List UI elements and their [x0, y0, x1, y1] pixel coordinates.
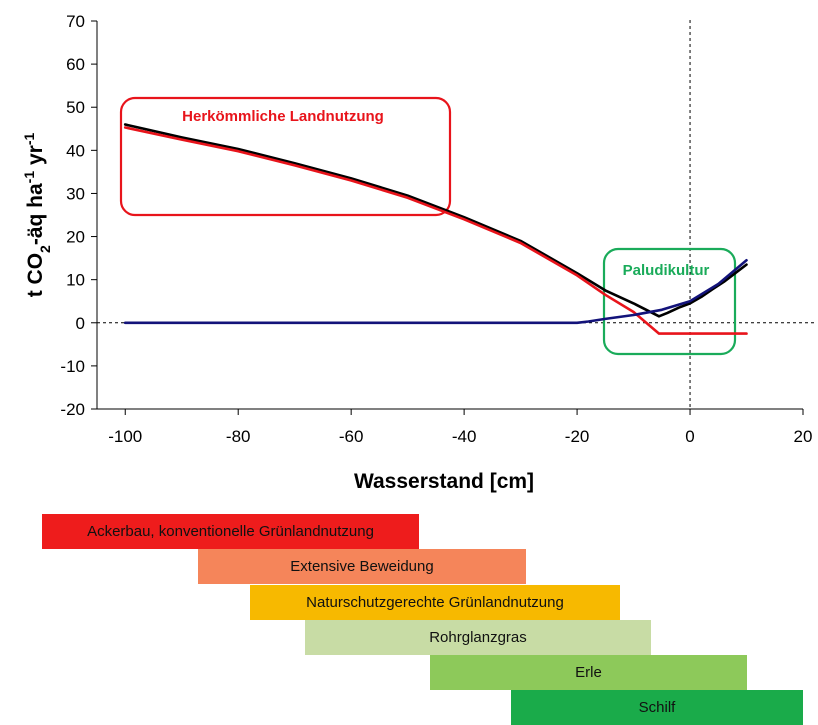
y-tick-label: 70	[66, 12, 85, 31]
axes	[91, 20, 804, 415]
annotation-boxes: Herkömmliche Landnutzung Paludikultur	[119, 96, 737, 356]
series-lines	[123, 123, 748, 335]
x-tick-label: -80	[226, 427, 251, 446]
land-use-bar-label: Rohrglanzgras	[429, 629, 527, 646]
land-use-bar: Erle	[430, 655, 747, 690]
x-tick-label: 0	[685, 427, 694, 446]
land-use-bar-label: Erle	[575, 664, 602, 681]
y-axis-title-sup: -1	[21, 133, 37, 146]
x-tick-label: -100	[108, 427, 142, 446]
annotation-box	[119, 96, 452, 217]
y-tick-label: 0	[76, 314, 85, 333]
annotation-box	[602, 247, 737, 356]
series-line-2	[123, 258, 748, 325]
x-axis-title: Wasserstand [cm]	[354, 470, 534, 493]
y-tick-label: 60	[66, 55, 85, 74]
series-line-0	[123, 123, 748, 318]
annotation-label: Herkömmliche Landnutzung	[182, 108, 384, 125]
land-use-bar-label: Naturschutzgerechte Grünlandnutzung	[306, 594, 564, 611]
reference-lines	[97, 20, 815, 409]
x-tick-label: 20	[794, 427, 813, 446]
y-tick-label: 50	[66, 98, 85, 117]
land-use-bar: Naturschutzgerechte Grünlandnutzung	[250, 585, 620, 620]
land-use-bar: Schilf	[511, 690, 803, 725]
land-use-bar-label: Extensive Beweidung	[290, 558, 434, 575]
y-axis-title-sub: 2	[37, 245, 53, 253]
y-axis-title-part: -äq ha	[24, 183, 47, 245]
land-use-bar-label: Schilf	[638, 699, 676, 716]
y-axis-title-part: yr	[24, 145, 47, 171]
series-line-1	[123, 126, 748, 335]
land-use-bar: Extensive Beweidung	[198, 549, 526, 584]
x-tick-label: -20	[565, 427, 590, 446]
x-tick-label: -60	[339, 427, 364, 446]
land-use-bar-label: Ackerbau, konventionelle Grünlandnutzung	[87, 523, 374, 540]
y-axis-title-sup: -1	[21, 171, 37, 184]
y-tick-label: 30	[66, 184, 85, 203]
y-tick-label: 10	[66, 271, 85, 290]
y-axis-title: t CO2-äq ha-1 yr-1	[21, 133, 53, 298]
land-use-bar: Ackerbau, konventionelle Grünlandnutzung	[42, 514, 419, 549]
y-tick-label: 20	[66, 228, 85, 247]
y-tick-label: -10	[60, 357, 85, 376]
y-tick-label: -20	[60, 400, 85, 419]
x-tick-label: -40	[452, 427, 477, 446]
land-use-bar: Rohrglanzgras	[305, 620, 651, 655]
y-tick-label: 40	[66, 141, 85, 160]
y-axis-title-part: t CO	[24, 253, 47, 297]
annotation-label: Paludikultur	[623, 262, 710, 279]
